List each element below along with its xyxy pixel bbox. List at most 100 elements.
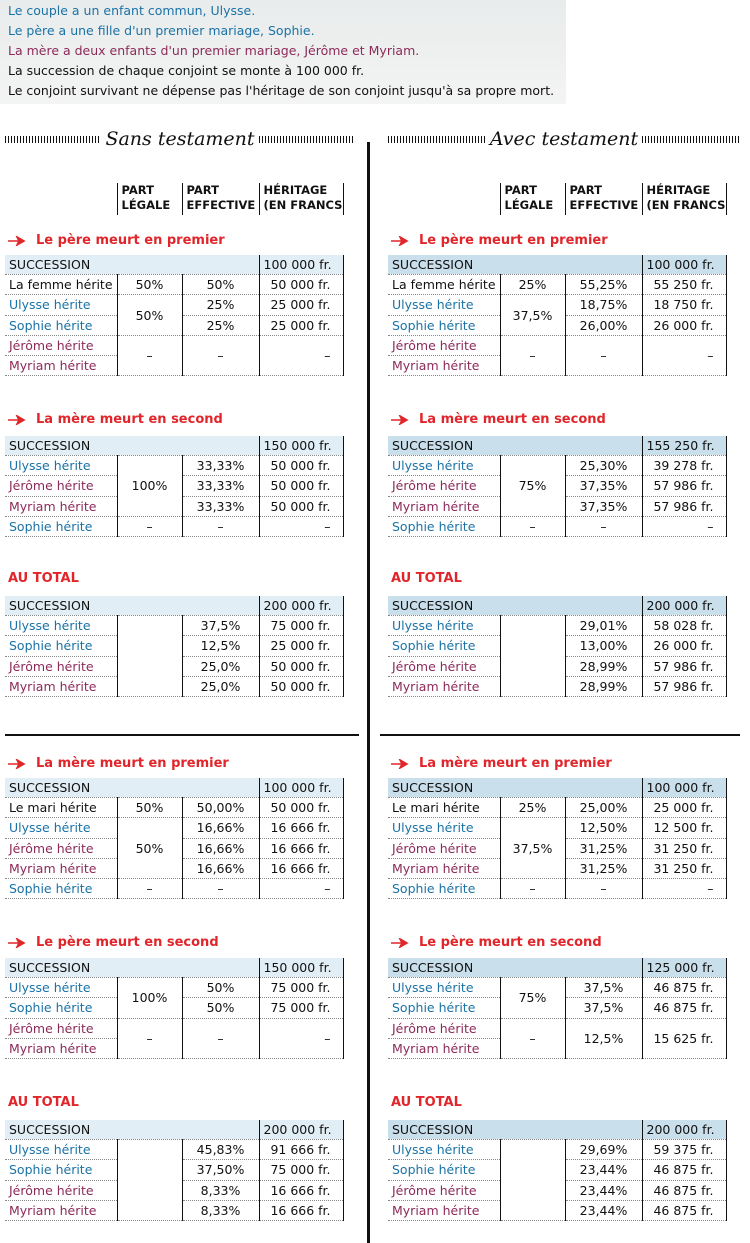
share-cell: 18 750 fr. [641, 294, 727, 316]
share-cell: – [181, 1018, 260, 1059]
heir-name: Jérôme hérite [5, 1180, 117, 1201]
succession-label: SUCCESSION [5, 958, 260, 979]
header-line: EFFECTIVE [186, 198, 256, 212]
heir-name: Ulysse hérite [388, 1139, 500, 1161]
share-cell: 50% [181, 977, 260, 999]
section-heading: AU TOTAL [391, 1095, 462, 1110]
heir-name: Ulysse hérite [5, 817, 117, 839]
share-cell: 50% [116, 274, 182, 296]
heir-name: Sophie hérite [5, 635, 117, 657]
header-row: PART LÉGALE PART EFFECTIVE HÉRITAGE (EN FRANC… [388, 183, 727, 215]
share-cell: – [499, 335, 565, 377]
heir-row: Myriam hérite 28,99% 57 986 fr. [388, 676, 727, 697]
share-cell: – [258, 335, 344, 377]
heir-row: Jérôme hérite – – – [5, 1018, 344, 1059]
share-cell: 23,44% [564, 1180, 643, 1201]
succession-row: SUCCESSION 200 000 fr. [388, 596, 727, 617]
succession-row: SUCCESSION 100 000 fr. [5, 255, 344, 276]
share-cell [116, 1139, 182, 1221]
heir-row: Ulysse hérite 50% 25% 25 000 fr. [5, 294, 344, 336]
heir-row: Jérôme hérite 31,25% 31 250 fr. [388, 838, 727, 859]
share-cell: 25 000 fr. [258, 294, 344, 316]
heir-row: Jérôme hérite 8,33% 16 666 fr. [5, 1180, 344, 1201]
arrow-icon [391, 235, 409, 246]
heir-name: Le mari hérite [388, 797, 500, 819]
share-cell: 25,00% [564, 797, 643, 819]
heir-name: Sophie hérite [388, 635, 500, 657]
share-cell: 46 875 fr. [641, 1180, 727, 1201]
succession-row: SUCCESSION 155 250 fr. [388, 436, 727, 457]
heir-row: Myriam hérite 8,33% 16 666 fr. [5, 1200, 344, 1221]
share-cell: – [258, 878, 344, 900]
share-cell: – [116, 335, 182, 377]
heir-name: Jérôme hérite [5, 475, 117, 497]
succession-label: SUCCESSION [388, 255, 643, 276]
share-cell [499, 1139, 565, 1221]
share-cell: 50 000 fr. [258, 797, 344, 819]
inheritance-table: SUCCESSION 200 000 fr. Ulysse hérite 29,01%… [388, 596, 727, 697]
heir-name: Jérôme hérite [5, 1018, 117, 1039]
share-cell: 55,25% [564, 274, 643, 296]
share-cell: 28,99% [564, 656, 643, 677]
share-cell: – [181, 516, 260, 537]
succession-amount: 200 000 fr. [258, 1120, 344, 1141]
share-cell: – [116, 878, 182, 900]
heir-row: Jérôme hérite – – – [5, 335, 344, 377]
succession-label: SUCCESSION [5, 596, 260, 617]
share-cell: 37,5% [181, 615, 260, 637]
heir-name: Myriam hérite [388, 676, 500, 697]
section-divider [380, 734, 740, 736]
share-cell [116, 615, 182, 697]
heir-row: Myriam hérite 33,33% 50 000 fr. [5, 496, 344, 517]
hatch [642, 135, 740, 143]
heir-name: Myriam hérite [5, 496, 117, 517]
share-cell: 50% [181, 274, 260, 296]
heir-row: Sophie hérite 23,44% 46 875 fr. [388, 1159, 727, 1181]
section-heading-text: La mère meurt en premier [36, 756, 229, 771]
section-heading-text: AU TOTAL [391, 571, 462, 586]
succession-label: SUCCESSION [5, 436, 260, 457]
heir-row: Jérôme hérite 16,66% 16 666 fr. [5, 838, 344, 859]
share-cell: 16,66% [181, 838, 260, 859]
column-divider [367, 142, 370, 1243]
section-heading: Le père meurt en premier [391, 233, 608, 248]
section-heading-text: AU TOTAL [8, 571, 79, 586]
share-cell: – [116, 516, 182, 537]
share-cell: 37,5% [564, 997, 643, 1019]
heir-row: Ulysse hérite 29,01% 58 028 fr. [388, 615, 727, 697]
share-cell: 57 986 fr. [641, 496, 727, 517]
arrow-icon [391, 414, 409, 425]
header-cell: HÉRITAGE (EN FRANCS) [258, 183, 344, 215]
heir-row: Ulysse hérite 100% 33,33% 50 000 fr. [5, 455, 344, 517]
share-cell: 25 000 fr. [641, 797, 727, 819]
arrow-icon [8, 937, 26, 948]
heir-name: Sophie hérite [5, 315, 117, 336]
header-line: HÉRITAGE [263, 183, 328, 197]
heir-name: Myriam hérite [5, 355, 117, 377]
heir-name: Jérôme hérite [388, 335, 500, 356]
succession-row: SUCCESSION 100 000 fr. [388, 778, 727, 799]
arrow-icon [8, 414, 26, 425]
share-cell: 8,33% [181, 1200, 260, 1221]
inheritance-table: SUCCESSION 155 250 fr. Ulysse hérite 75% 25,… [388, 436, 727, 537]
section-heading: AU TOTAL [8, 571, 79, 586]
header-cell: PART EFFECTIVE [564, 183, 642, 215]
share-cell: 23,44% [564, 1200, 643, 1221]
share-cell: – [499, 878, 565, 900]
succession-amount: 150 000 fr. [258, 958, 344, 979]
section-heading-text: Le père meurt en second [36, 935, 219, 950]
share-cell: 16 666 fr. [258, 858, 344, 879]
share-cell: 50% [116, 294, 182, 336]
header-line: EFFECTIVE [569, 198, 639, 212]
heir-row: Le mari hérite 25% 25,00% 25 000 fr. [388, 797, 727, 819]
succession-label: SUCCESSION [5, 778, 260, 799]
header-cell: PART LÉGALE [116, 183, 182, 215]
heir-name: Ulysse hérite [5, 455, 117, 477]
share-cell: – [499, 516, 565, 537]
section-heading: La mère meurt en premier [391, 756, 612, 771]
share-cell: 75 000 fr. [258, 997, 344, 1019]
heir-row: La femme hérite 50% 50% 50 000 fr. [5, 274, 344, 296]
share-cell: 37,35% [564, 475, 643, 497]
